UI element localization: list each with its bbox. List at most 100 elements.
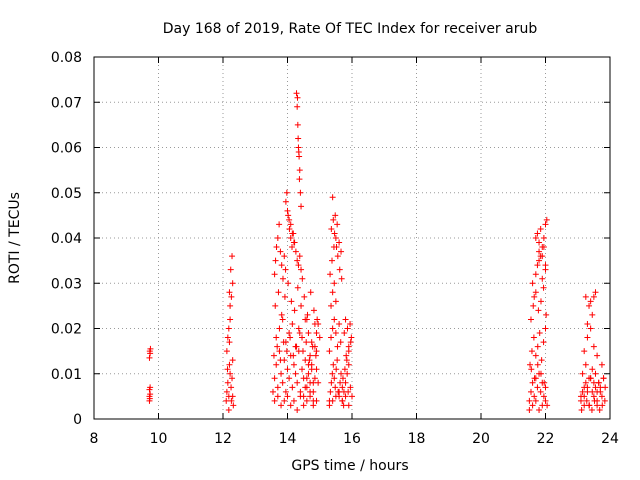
data-point-plus bbox=[332, 212, 339, 219]
data-point-plus bbox=[296, 330, 303, 337]
data-point-plus bbox=[590, 379, 597, 386]
data-point-plus bbox=[528, 348, 535, 355]
data-point-plus bbox=[537, 298, 544, 305]
data-point-plus bbox=[147, 384, 154, 391]
data-point-plus bbox=[543, 311, 550, 318]
data-point-plus bbox=[287, 221, 294, 228]
data-point-plus bbox=[295, 325, 302, 332]
data-point-plus bbox=[333, 244, 340, 251]
data-point-plus bbox=[227, 266, 234, 273]
data-point-plus bbox=[587, 298, 594, 305]
data-point-plus bbox=[539, 253, 546, 260]
data-point-plus bbox=[223, 348, 230, 355]
data-point-plus bbox=[224, 366, 231, 373]
data-point-plus bbox=[530, 302, 537, 309]
data-point-plus bbox=[330, 361, 337, 368]
y-tick-label: 0.04 bbox=[51, 231, 82, 247]
data-point-plus bbox=[594, 402, 601, 409]
data-point-plus bbox=[283, 348, 290, 355]
data-point-plus bbox=[536, 248, 543, 255]
data-point-plus bbox=[307, 289, 314, 296]
data-point-plus bbox=[274, 343, 281, 350]
data-point-plus bbox=[273, 334, 280, 341]
data-point-plus bbox=[333, 366, 340, 373]
x-tick-label: 16 bbox=[343, 431, 361, 447]
data-point-plus bbox=[286, 225, 293, 232]
data-point-plus bbox=[536, 239, 543, 246]
data-point-plus bbox=[290, 239, 297, 246]
data-point-plus bbox=[278, 370, 285, 377]
data-point-plus bbox=[536, 257, 543, 264]
data-point-plus bbox=[326, 402, 333, 409]
data-point-plus bbox=[289, 244, 296, 251]
data-point-plus bbox=[532, 397, 539, 404]
data-point-plus bbox=[594, 388, 601, 395]
data-point-plus bbox=[537, 370, 544, 377]
data-point-plus bbox=[349, 393, 355, 400]
data-point-plus bbox=[307, 352, 314, 359]
data-point-plus bbox=[303, 339, 310, 346]
data-point-plus bbox=[531, 393, 538, 400]
data-point-plus bbox=[529, 280, 536, 287]
data-point-plus bbox=[304, 311, 311, 318]
data-point-plus bbox=[331, 280, 338, 287]
data-point-plus bbox=[344, 370, 351, 377]
data-point-plus bbox=[342, 316, 349, 323]
data-point-plus bbox=[308, 339, 315, 346]
data-point-plus bbox=[294, 257, 301, 264]
data-point-plus bbox=[290, 352, 297, 359]
data-point-plus bbox=[305, 330, 312, 337]
data-point-plus bbox=[532, 235, 539, 241]
data-point-plus bbox=[590, 343, 597, 350]
data-point-plus bbox=[229, 280, 236, 287]
y-tick-label: 0.07 bbox=[51, 95, 82, 111]
x-tick-label: 24 bbox=[601, 431, 619, 447]
data-point-plus bbox=[299, 275, 306, 282]
data-point-plus bbox=[229, 357, 236, 364]
data-point-plus bbox=[347, 320, 354, 327]
data-point-plus bbox=[540, 393, 547, 400]
data-point-plus bbox=[334, 357, 341, 364]
data-point-plus bbox=[289, 320, 296, 327]
data-point-plus bbox=[273, 361, 280, 368]
data-point-plus bbox=[534, 361, 541, 368]
data-point-plus bbox=[269, 388, 276, 395]
y-tick-label: 0.03 bbox=[51, 276, 82, 292]
data-point-plus bbox=[279, 316, 286, 323]
data-point-plus bbox=[343, 352, 350, 359]
data-point-plus bbox=[303, 397, 310, 404]
data-point-plus bbox=[584, 388, 591, 395]
data-point-plus bbox=[587, 375, 594, 382]
data-point-plus bbox=[327, 271, 334, 278]
data-point-plus bbox=[295, 149, 302, 156]
data-point-plus bbox=[311, 375, 318, 382]
data-point-plus bbox=[530, 334, 537, 341]
data-point-plus bbox=[338, 370, 345, 377]
data-point-plus bbox=[276, 348, 283, 355]
data-point-plus bbox=[284, 393, 291, 400]
data-point-plus bbox=[601, 397, 608, 404]
data-point-plus bbox=[345, 402, 352, 409]
data-point-plus bbox=[290, 361, 297, 368]
data-point-plus bbox=[328, 334, 335, 341]
data-point-plus bbox=[281, 293, 288, 300]
data-point-plus bbox=[541, 379, 548, 386]
data-point-plus bbox=[526, 406, 533, 413]
data-point-plus bbox=[331, 375, 338, 382]
data-point-plus bbox=[336, 320, 343, 327]
data-point-plus bbox=[329, 325, 336, 332]
data-point-plus bbox=[274, 393, 281, 400]
data-point-plus bbox=[577, 393, 584, 400]
data-point-plus bbox=[282, 388, 289, 395]
data-point-plus bbox=[579, 370, 586, 377]
data-point-plus bbox=[279, 379, 286, 386]
data-point-plus bbox=[347, 384, 354, 391]
data-point-plus bbox=[290, 397, 297, 404]
data-point-plus bbox=[316, 334, 323, 341]
data-point-plus bbox=[300, 402, 307, 409]
data-point-plus bbox=[586, 302, 593, 309]
data-point-plus bbox=[226, 289, 233, 296]
data-point-plus bbox=[228, 397, 235, 404]
data-point-plus bbox=[329, 289, 336, 296]
